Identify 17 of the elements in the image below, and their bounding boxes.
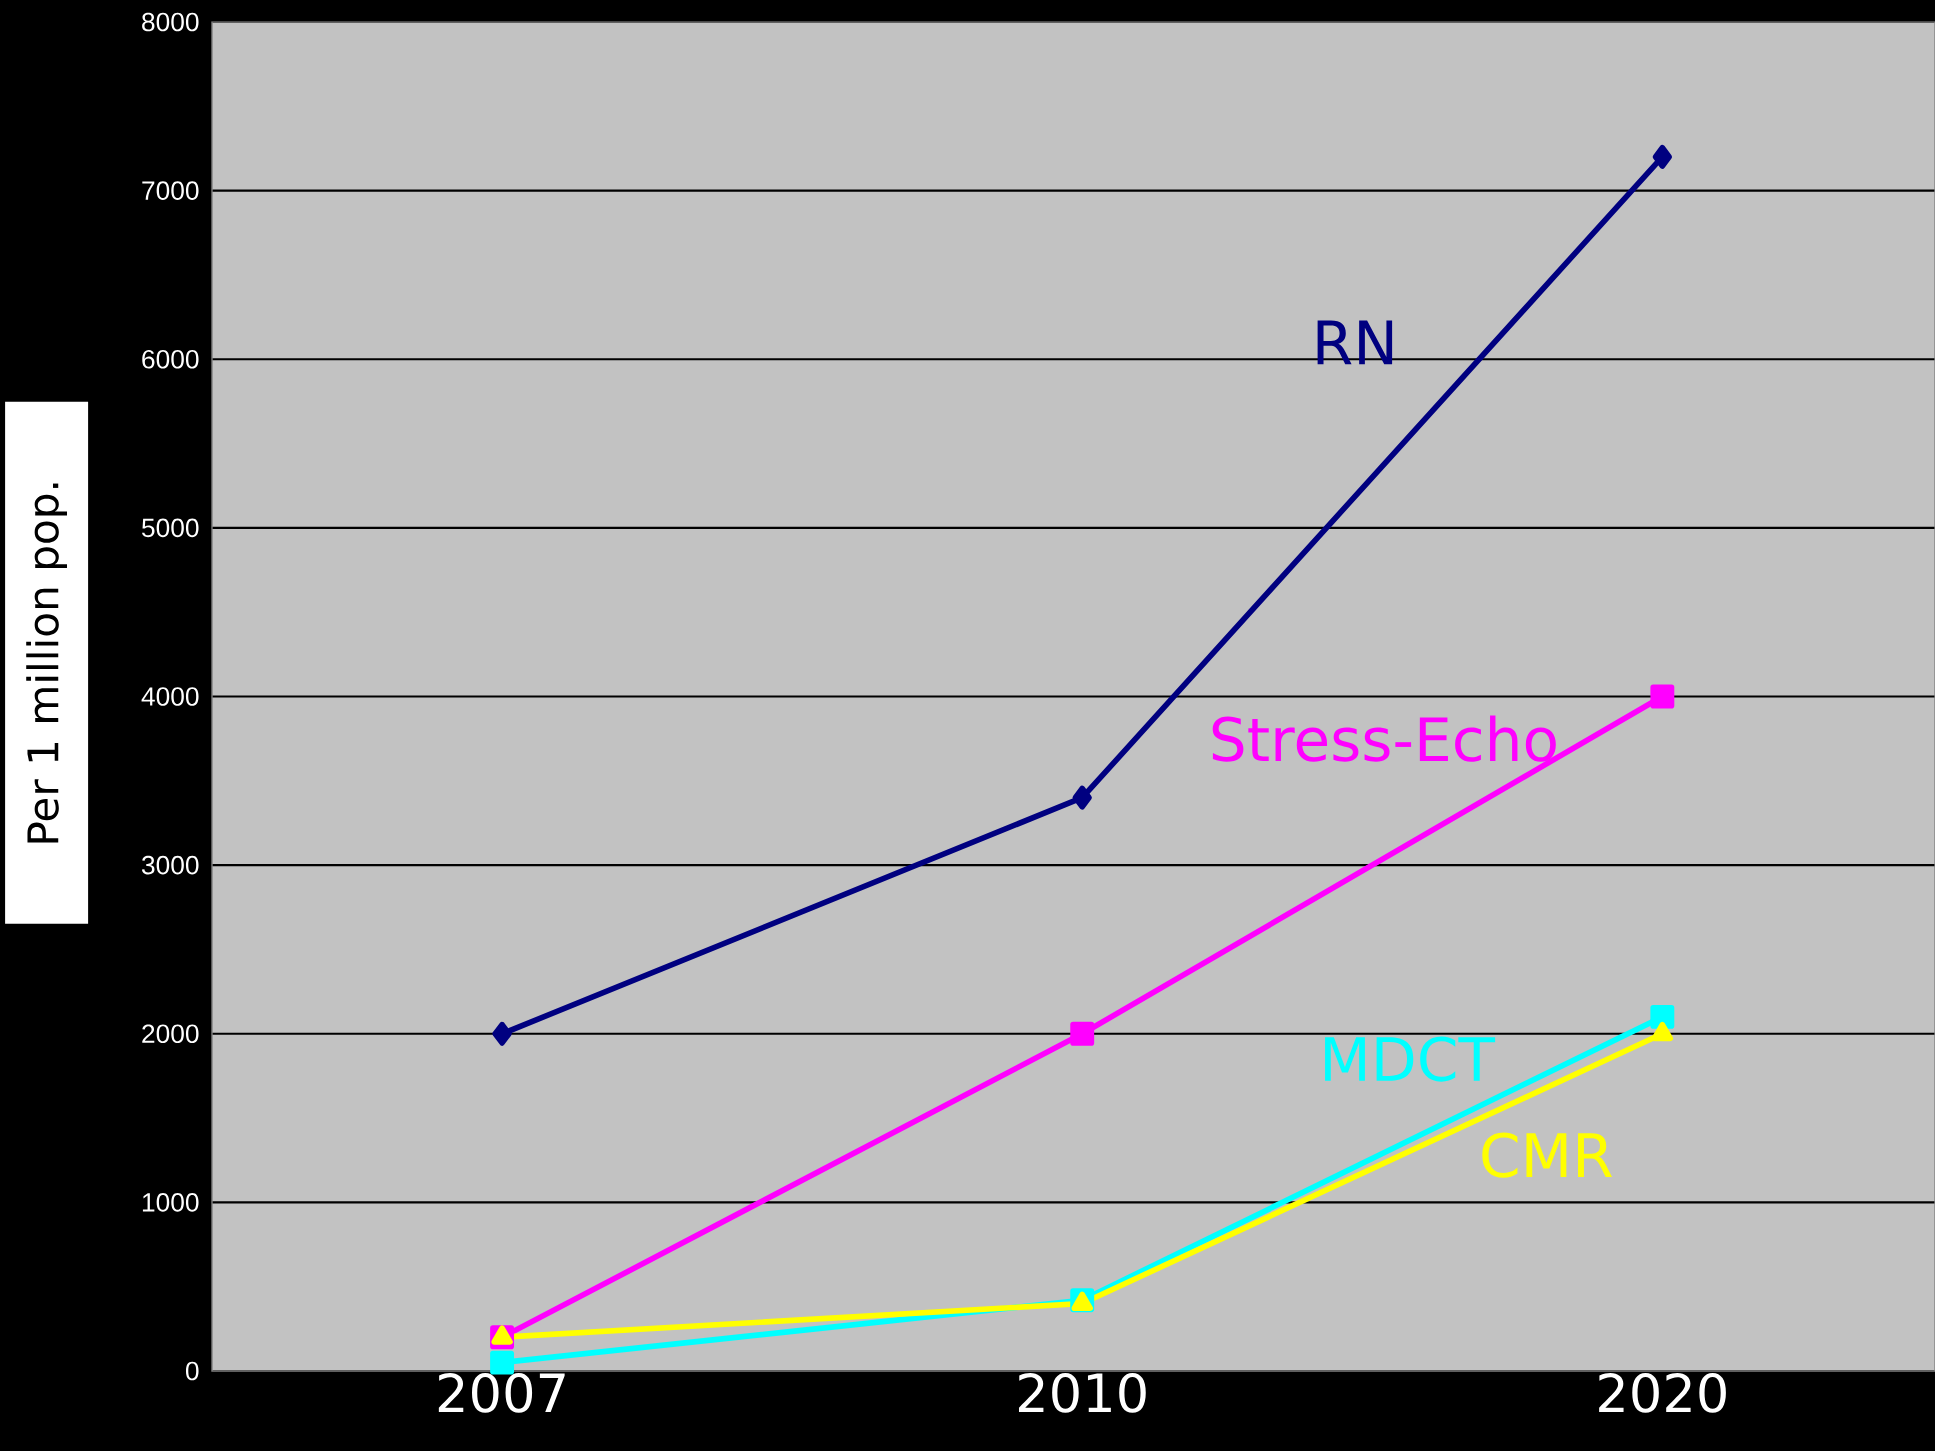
y-tick-label: 8000 bbox=[142, 12, 199, 32]
x-tick-label: 2007 bbox=[438, 1372, 565, 1413]
y-tick-label: 6000 bbox=[142, 349, 199, 369]
y-axis-title: Per 1 million pop. bbox=[26, 483, 67, 843]
series-label: MDCT bbox=[1325, 1036, 1496, 1082]
y-tick-label: 7000 bbox=[142, 181, 199, 200]
x-tick-label: 2010 bbox=[1018, 1372, 1146, 1413]
series-label: Stress-Echo bbox=[1212, 715, 1556, 762]
y-tick-label: 2000 bbox=[142, 1024, 199, 1044]
y-tick-label: 1000 bbox=[142, 1193, 199, 1212]
y-tick-label: 3000 bbox=[141, 855, 199, 875]
y-tick-label: 5000 bbox=[141, 518, 199, 538]
x-tick-label: 2020 bbox=[1599, 1372, 1726, 1413]
y-tick-label: 4000 bbox=[141, 687, 199, 706]
series-label: CMR bbox=[1482, 1132, 1612, 1178]
y-tick-label: 0 bbox=[185, 1361, 199, 1381]
series-label: RN bbox=[1317, 320, 1393, 365]
